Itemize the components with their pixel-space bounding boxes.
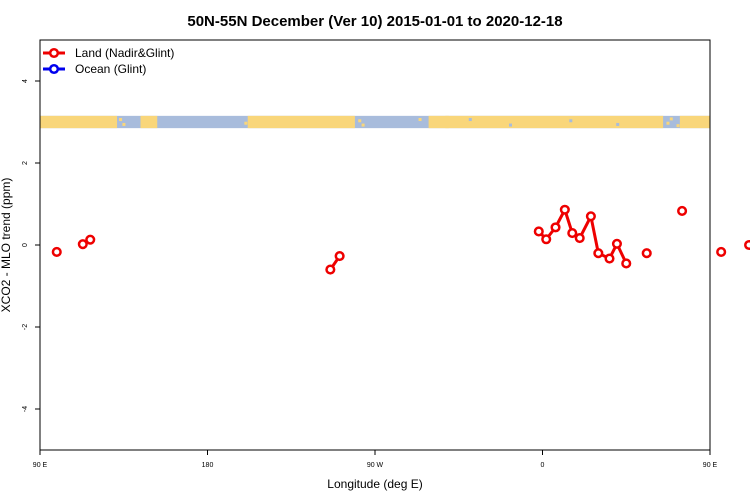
data-point	[593, 248, 604, 259]
map-land-speck	[450, 118, 454, 122]
y-axis: -4 -2 0 2 4	[22, 79, 40, 412]
legend-label-land: Land (Nadir&Glint)	[75, 46, 174, 60]
data-point	[541, 234, 552, 245]
chart-title: 50N-55N December (Ver 10) 2015-01-01 to …	[187, 13, 562, 30]
map-land-speck	[122, 122, 126, 126]
plot-frame	[39, 39, 711, 451]
x-tick-label: 90 E	[33, 462, 48, 469]
map-land-speck	[358, 119, 362, 123]
data-point	[85, 234, 96, 245]
legend-item-land: Land (Nadir&Glint)	[43, 46, 174, 60]
x-tick-label: 90 W	[367, 462, 384, 469]
x-axis: 90 E 180 90 W 0 90 E	[33, 450, 718, 469]
map-land-area	[140, 115, 158, 129]
map-land-speck	[669, 117, 673, 121]
y-tick-label: 4	[22, 79, 29, 83]
map-land-speck	[666, 121, 670, 125]
map-ocean-speck	[569, 119, 573, 123]
x-axis-label: Longitude (deg E)	[327, 477, 422, 491]
data-point	[611, 238, 622, 249]
data-point	[677, 205, 688, 217]
y-tick-label: 2	[22, 161, 29, 165]
map-ocean-speck	[616, 122, 620, 126]
data-point	[641, 248, 652, 259]
map-land-speck	[150, 120, 154, 124]
data-point	[559, 204, 570, 215]
x-tick-label: 0	[541, 462, 545, 469]
data-point	[621, 258, 632, 269]
y-tick-label: -4	[22, 406, 29, 412]
map-land-speck	[435, 124, 439, 128]
data-point	[604, 253, 615, 264]
map-ocean-speck	[468, 118, 472, 122]
y-tick-label: 0	[22, 243, 29, 247]
data-point	[325, 264, 336, 275]
data-point	[716, 246, 727, 258]
map-land-area	[428, 115, 449, 129]
legend-marker-ocean	[48, 63, 60, 75]
map-ocean-speck	[177, 120, 181, 124]
map-land-speck	[119, 118, 123, 122]
data-point	[51, 246, 62, 258]
series-layer	[51, 204, 750, 275]
data-point	[567, 228, 578, 239]
legend-label-ocean: Ocean (Glint)	[75, 62, 146, 76]
y-axis-label: XCO2 - MLO trend (ppm)	[0, 178, 13, 313]
legend: Land (Nadir&Glint) Ocean (Glint)	[43, 46, 174, 76]
legend-item-ocean: Ocean (Glint)	[43, 62, 146, 76]
map-land-speck	[361, 123, 365, 127]
map-land-speck	[244, 121, 248, 125]
data-point	[585, 211, 596, 222]
data-point	[574, 232, 585, 244]
map-ocean-speck	[509, 123, 512, 127]
map-land-area	[247, 115, 355, 129]
world-map-strip	[40, 115, 710, 129]
x-tick-label: 180	[202, 462, 214, 469]
map-land-speck	[418, 118, 422, 122]
map-land-area	[445, 115, 664, 129]
y-tick-label: -2	[22, 324, 29, 330]
data-point	[77, 239, 88, 250]
data-point	[533, 226, 544, 237]
x-tick-label: 90 E	[703, 462, 718, 469]
legend-marker-land	[48, 47, 60, 59]
map-ocean-speck	[388, 121, 392, 125]
data-point	[334, 251, 345, 262]
map-land-area	[679, 115, 710, 129]
data-point	[744, 239, 750, 251]
map-land-speck	[676, 124, 680, 128]
data-point	[550, 222, 561, 233]
map-land-area	[40, 115, 118, 129]
